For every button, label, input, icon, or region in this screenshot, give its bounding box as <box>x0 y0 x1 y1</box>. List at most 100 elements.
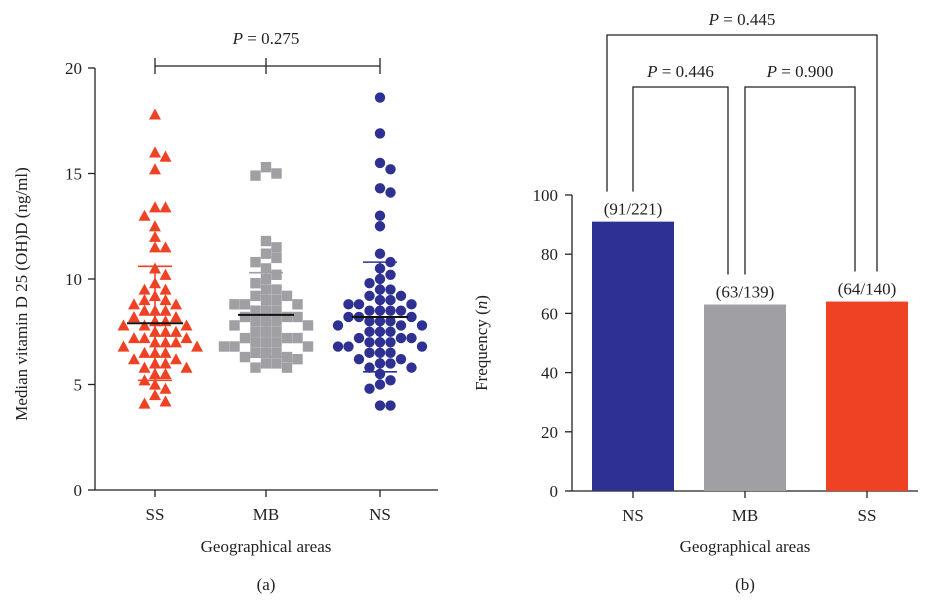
ss-data-point <box>138 283 151 295</box>
ss-data-point <box>138 332 151 344</box>
mb-data-point <box>250 347 261 359</box>
mb-data-point <box>281 351 293 363</box>
mb-data-point <box>271 358 282 369</box>
ss-data-point <box>159 395 172 407</box>
mb-data-point <box>292 353 303 365</box>
ns-data-point <box>374 400 386 411</box>
ns-data-point <box>385 358 396 369</box>
bar-label-ns: (91/221) <box>604 200 663 219</box>
mb-data-point <box>239 311 251 323</box>
mb-data-point <box>281 290 293 302</box>
ns-data-point <box>364 362 375 373</box>
ss-data-point <box>117 319 130 331</box>
mb-data-point <box>229 299 240 310</box>
ns-data-point <box>364 316 375 327</box>
bracket-ns-ss-p-value: P = 0.445 <box>708 10 776 29</box>
mb-data-point <box>260 358 272 369</box>
ss-data-point <box>159 367 172 380</box>
mb-data-point <box>271 269 282 280</box>
ns-data-point <box>353 353 365 365</box>
panel-b-y-tick-label: 0 <box>550 482 559 501</box>
bar-mb <box>704 304 786 491</box>
mb-data-point <box>260 161 272 173</box>
ns-data-point <box>353 332 365 344</box>
ns-data-point <box>374 183 386 194</box>
ns-data-point <box>374 210 386 221</box>
ss-data-point <box>159 150 172 162</box>
ss-data-point <box>159 357 172 369</box>
ns-data-point <box>385 375 396 386</box>
ss-data-point <box>159 325 172 337</box>
panel-b-x-tick-label: SS <box>858 506 877 525</box>
mb-data-point <box>271 337 282 348</box>
mb-data-point <box>271 242 282 253</box>
ns-data-point <box>385 326 396 337</box>
bar-ss <box>826 301 908 491</box>
ss-data-point <box>149 108 161 120</box>
ss-data-point <box>149 389 161 401</box>
mb-data-point <box>250 305 261 316</box>
bracket-mb-ss <box>744 86 856 275</box>
mb-data-point <box>229 320 240 331</box>
ss-data-point <box>128 311 140 323</box>
mb-data-point <box>271 294 282 306</box>
ss-data-point <box>170 311 182 323</box>
ns-data-point <box>332 320 344 331</box>
panel-b-x-tick-label: NS <box>622 506 644 525</box>
mb-data-point <box>271 316 282 327</box>
ss-data-point <box>170 298 182 310</box>
ss-data-point <box>159 382 172 394</box>
ns-data-point <box>343 311 354 323</box>
ss-data-point <box>159 336 172 348</box>
ns-data-point <box>364 337 375 348</box>
ns-data-point <box>385 269 396 280</box>
mb-data-point <box>302 341 314 352</box>
mb-data-point <box>260 248 272 259</box>
mb-data-point <box>250 170 261 181</box>
mb-data-point <box>292 311 303 323</box>
bracket-mb-ss-p-value: P = 0.900 <box>766 62 834 81</box>
ss-data-point <box>138 304 151 316</box>
ns-data-point <box>395 320 407 331</box>
ss-data-point <box>180 319 193 331</box>
ns-data-point <box>364 290 375 302</box>
ss-data-point <box>138 209 151 221</box>
ns-data-point <box>385 187 396 198</box>
panel-b-label: (b) <box>735 575 755 594</box>
ss-data-point <box>149 241 161 253</box>
mb-data-point <box>250 256 261 268</box>
ss-data-point <box>159 315 172 327</box>
ns-data-point <box>385 164 396 175</box>
panel-a-x-tick-label: NS <box>369 505 391 524</box>
mb-data-point <box>271 326 282 337</box>
ns-data-point <box>385 347 396 359</box>
ss-data-point <box>159 201 172 213</box>
mb-data-point <box>239 332 251 344</box>
ns-data-point <box>374 128 386 139</box>
ns-data-point <box>406 311 417 323</box>
ns-data-point <box>385 337 396 348</box>
ss-data-point <box>170 353 182 365</box>
ss-data-point <box>117 340 130 352</box>
mb-data-point <box>281 332 293 344</box>
ss-data-point <box>138 294 151 306</box>
ns-data-point <box>343 299 354 310</box>
mb-data-point <box>271 168 282 179</box>
ss-data-point <box>149 201 161 213</box>
mb-data-point <box>271 305 282 316</box>
panel-a-y-tick-label: 20 <box>65 59 82 78</box>
ns-data-point <box>406 332 417 344</box>
ss-data-point <box>138 397 151 409</box>
ss-data-point <box>191 340 203 352</box>
mb-data-point <box>271 252 282 264</box>
mb-data-point <box>281 311 293 323</box>
bar-ns <box>592 221 674 491</box>
panel-a-y-tick-label: 10 <box>65 270 82 289</box>
ss-data-point <box>149 220 161 232</box>
ss-data-point <box>138 361 151 373</box>
panel-a-scatter: 0 5 10 15 20 SS MB NS P = 0.275 Geographical a… <box>12 29 438 594</box>
mb-data-point <box>218 341 230 352</box>
ns-data-point <box>332 341 344 352</box>
ns-data-point <box>374 221 386 232</box>
